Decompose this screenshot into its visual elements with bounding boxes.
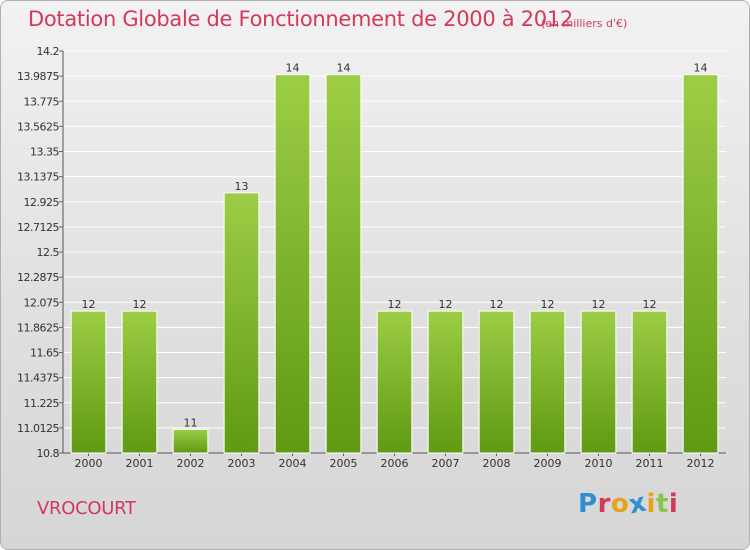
x-tick-label: 2003 <box>228 457 256 470</box>
x-tick-label: 2002 <box>177 457 205 470</box>
bar-2006 <box>376 310 413 454</box>
bar-2000 <box>70 310 107 454</box>
bar-2002 <box>172 428 209 454</box>
y-tick-label: 14.2 <box>37 45 60 58</box>
x-tick-label: 2005 <box>330 457 358 470</box>
data-label: 12 <box>541 298 555 311</box>
bar-2011 <box>631 310 668 454</box>
data-label: 14 <box>337 62 351 75</box>
x-tick-label: 2007 <box>432 457 460 470</box>
data-label: 12 <box>490 298 504 311</box>
y-tick-labels: 10.8 11.0125 11.225 11.4375 11.65 11.8625 12.0… <box>17 45 60 460</box>
bar-2007 <box>427 310 464 454</box>
y-tick-label: 13.35 <box>30 146 59 159</box>
chart-title: Dotation Globale de Fonctionnement de 20… <box>28 7 573 31</box>
bar-2010 <box>580 310 617 454</box>
x-tick-label: 2006 <box>381 457 409 470</box>
y-tick-label: 12.925 <box>24 196 60 209</box>
y-tick-label: 11.0125 <box>17 422 59 435</box>
logo-letter: P <box>578 489 598 519</box>
logo-letter: i <box>668 489 679 519</box>
commune-name: VROCOURT <box>37 498 136 519</box>
y-tick-label: 13.5625 <box>17 120 59 133</box>
chart-subtitle: (en milliers d'€) <box>541 17 628 30</box>
bar-2009 <box>529 310 566 454</box>
y-tick-label: 11.8625 <box>17 321 59 334</box>
data-label: 12 <box>439 298 453 311</box>
y-tick-label: 12.5 <box>37 246 60 259</box>
bar-2003 <box>223 192 260 454</box>
x-tick-label: 2008 <box>483 457 511 470</box>
x-tick-label: 2001 <box>126 457 154 470</box>
x-tick-label: 2012 <box>687 457 715 470</box>
x-tick-label: 2009 <box>534 457 562 470</box>
logo-letter: o <box>610 489 630 519</box>
data-label: 12 <box>643 298 657 311</box>
y-tick-label: 12.075 <box>24 296 60 309</box>
proxiti-logo: Proxiti <box>578 488 679 521</box>
y-tick-label: 13.775 <box>24 95 60 108</box>
x-tick-label: 2004 <box>279 457 307 470</box>
data-label: 12 <box>592 298 606 311</box>
bar-2008 <box>478 310 515 454</box>
bar-2001 <box>121 310 158 454</box>
bar-2005 <box>325 74 362 454</box>
y-tick-label: 12.2875 <box>17 271 59 284</box>
data-label: 14 <box>286 62 300 75</box>
x-tick-label: 2011 <box>636 457 664 470</box>
y-tick-label: 13.9875 <box>17 70 59 83</box>
data-label: 14 <box>694 62 708 75</box>
data-labels: 12 12 11 13 14 14 12 12 12 12 12 12 14 <box>82 62 708 430</box>
bar-2004 <box>274 74 311 454</box>
logo-letter: i <box>646 489 656 519</box>
data-label: 11 <box>184 416 198 429</box>
bars <box>70 74 719 454</box>
y-tick-label: 11.65 <box>30 347 59 360</box>
x-tick-label: 2010 <box>585 457 613 470</box>
bar-2012 <box>682 74 719 454</box>
logo-letter: r <box>597 489 611 519</box>
y-tick-label: 11.225 <box>24 397 60 410</box>
data-label: 13 <box>235 180 249 193</box>
data-label: 12 <box>133 298 147 311</box>
y-tick-label: 12.7125 <box>17 221 59 234</box>
data-label: 12 <box>82 298 96 311</box>
y-tick-label: 11.4375 <box>17 372 59 385</box>
y-tick-label: 10.8 <box>37 447 60 460</box>
data-label: 12 <box>388 298 402 311</box>
x-tick-label: 2000 <box>75 457 103 470</box>
y-tick-label: 13.1375 <box>17 171 59 184</box>
logo-letter: t <box>655 489 669 519</box>
x-tick-labels: 2000 2001 2002 2003 2004 2005 2006 2007 2008 2009… <box>75 457 715 470</box>
